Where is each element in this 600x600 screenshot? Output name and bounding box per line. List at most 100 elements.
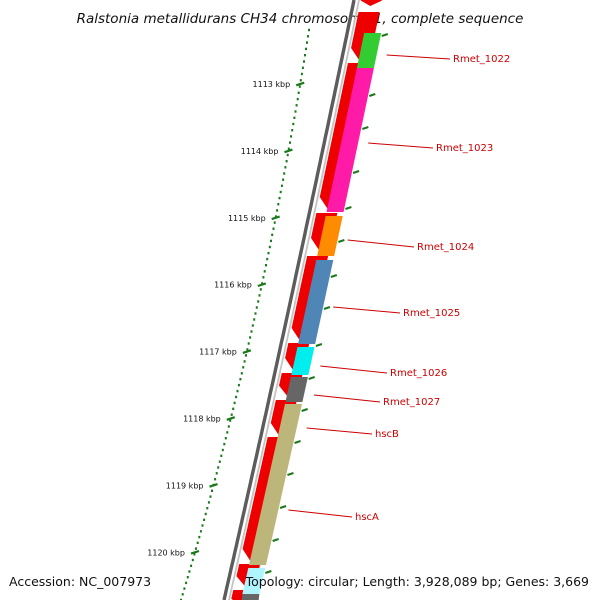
forward-gene-arrow [360, 0, 382, 6]
scale-tick-label: 1115 kbp [228, 214, 266, 223]
dotted-scale-line [180, 28, 310, 600]
gene-feature-partial [242, 568, 266, 594]
gene-rmet-1023 [326, 68, 374, 212]
scale-dot [218, 460, 221, 463]
scale-dot [214, 478, 217, 481]
scale-dot [190, 564, 193, 567]
scale-dot [308, 28, 310, 32]
gene-hsca [248, 440, 295, 565]
feature-tick [368, 93, 376, 97]
feature-tick [315, 343, 323, 347]
scale-dot [185, 581, 188, 585]
scale-dot [221, 448, 224, 452]
scale-dot [242, 366, 245, 369]
gene-hscb [277, 404, 302, 440]
scale-tick-label: 1118 kbp [183, 415, 221, 424]
feature-tick [301, 408, 308, 412]
scale-dot [289, 141, 291, 144]
scale-dot [227, 425, 230, 428]
scale-dot [245, 354, 247, 357]
scale-dot [235, 395, 238, 399]
scale-tick-label: 1119 kbp [166, 481, 204, 490]
scale-dot [230, 413, 233, 416]
scale-dot [299, 79, 302, 82]
scale-tick [190, 549, 200, 555]
leader-line [306, 427, 373, 435]
scale-dot [305, 47, 307, 51]
scale-dot [271, 233, 274, 236]
scale-dot [301, 66, 304, 69]
scale-dot [180, 598, 182, 600]
backbone-dark-line [222, 0, 356, 600]
scale-tick-label: 1114 kbp [241, 147, 279, 156]
feature-tick [352, 170, 360, 174]
scale-dot [195, 547, 197, 550]
gene-label-rmet-1027: Rmet_1027 [383, 397, 440, 408]
gene-label-hsca: hscA [355, 512, 379, 523]
scale-dot [258, 294, 261, 297]
scale-dot [233, 401, 236, 405]
gene-label-rmet-1023: Rmet_1023 [436, 143, 493, 154]
scale-tick-label: 1113 kbp [253, 80, 291, 89]
scale-dot [285, 160, 288, 163]
feature-tick [287, 472, 294, 476]
scale-dot [263, 270, 266, 273]
scale-dot [297, 91, 300, 94]
accession-text: Accession: NC_007973 [9, 574, 151, 589]
gene-label-rmet-1022: Rmet_1022 [453, 54, 510, 65]
scale-dot [255, 306, 258, 309]
scale-dot [295, 104, 298, 107]
scale-dot [196, 541, 199, 544]
scale-dot [274, 215, 277, 218]
scale-dot [306, 41, 308, 44]
scale-dot [237, 383, 240, 387]
scale-dot [304, 54, 306, 57]
scale-dot [273, 221, 276, 224]
scale-dot [262, 276, 265, 279]
scale-dot [276, 209, 279, 212]
leader-line [386, 54, 451, 60]
scale-dot [291, 129, 294, 132]
scale-dot [270, 239, 272, 243]
map-title: Ralstonia metallidurans CH34 chromosome … [77, 11, 524, 27]
scale-dot [207, 501, 210, 504]
feature-tick [362, 126, 369, 130]
scale-dot [253, 318, 256, 321]
scale-dot [303, 60, 305, 63]
gene-rmet-1024 [317, 216, 343, 256]
scale-dot [257, 300, 260, 303]
scale-dot [279, 190, 282, 194]
feature-tick [330, 274, 338, 278]
gene-label-rmet-1025: Rmet_1025 [403, 308, 460, 319]
scale-dot [232, 407, 235, 410]
scale-dot [240, 372, 243, 375]
scale-tick-label: 1117 kbp [199, 348, 237, 357]
scale-dot [188, 570, 191, 573]
scale-dot [236, 389, 239, 393]
gene-rmet-1027 [285, 377, 308, 402]
feature-tick [272, 538, 279, 542]
scale-dot [206, 507, 209, 510]
scale-dot [284, 166, 287, 169]
scale-dot [292, 122, 295, 126]
gene-rmet-1025 [298, 260, 334, 344]
scale-dot [287, 147, 290, 150]
scale-dot [199, 530, 202, 533]
feature-tick [308, 376, 315, 380]
scale-dot [209, 495, 212, 498]
scale-dot [286, 153, 289, 157]
scale-tick [257, 282, 267, 288]
feature-tick [338, 239, 345, 243]
scale-dot [277, 203, 280, 206]
leader-line [347, 239, 415, 248]
scale-dot [224, 437, 227, 440]
scale-dot [217, 466, 220, 469]
scale-dot [211, 489, 213, 492]
scale-dot [265, 264, 267, 267]
scale-dot [201, 524, 204, 527]
gene-feature-partial [241, 594, 260, 600]
scale-dot [183, 587, 186, 590]
scale-dot [280, 184, 283, 187]
feature-tick [323, 306, 331, 310]
